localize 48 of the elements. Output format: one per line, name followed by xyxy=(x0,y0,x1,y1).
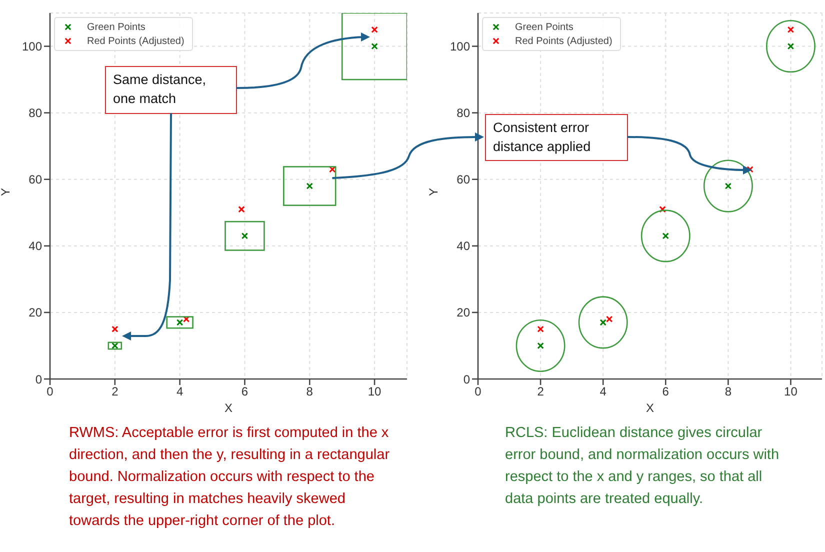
x-axis-title: X xyxy=(646,401,654,415)
y-tick-label: 80 xyxy=(456,106,470,120)
text: RCLS: Euclidean distance gives circular error bound, and normalization occurs with respect to the x and y ranges, so that all data points are treated equally. xyxy=(505,424,780,509)
point xyxy=(371,42,378,50)
y-axis-title: Y xyxy=(426,188,440,196)
point xyxy=(238,206,245,213)
y-tick-label: 100 xyxy=(450,40,470,54)
y-axis-title: Y xyxy=(0,188,12,196)
x-tick-label: 2 xyxy=(537,384,544,399)
x-tick-label: 0 xyxy=(474,384,482,399)
legend-label: Red Points (Adjusted) xyxy=(515,36,612,46)
y-tick-label: 60 xyxy=(28,172,42,187)
x-tick-label: 6 xyxy=(241,384,248,399)
x-tick-label: 8 xyxy=(306,384,314,399)
y-tick-label: 0 xyxy=(463,372,470,386)
x-tick-label: 4 xyxy=(600,384,607,399)
point xyxy=(371,26,378,33)
x-tick-label: 10 xyxy=(784,384,798,399)
y-tick-label: 0 xyxy=(35,372,42,386)
point xyxy=(746,166,754,173)
y-tick-label: 20 xyxy=(28,306,42,320)
legend-label: Green Points xyxy=(515,22,574,32)
point xyxy=(182,316,190,322)
legend-label: Red Points (Adjusted) xyxy=(87,36,184,46)
y-tick-label: 40 xyxy=(28,239,42,254)
point xyxy=(112,326,118,332)
y-tick-label: 100 xyxy=(22,40,42,54)
y-tick-label: 20 xyxy=(456,306,470,320)
x-tick-label: 4 xyxy=(176,384,184,399)
point xyxy=(787,26,794,33)
annotation: Same distance, one match xyxy=(113,71,208,108)
y-tick-label: 40 xyxy=(456,239,470,254)
x-tick-label: 10 xyxy=(368,384,382,399)
annotation: Consistent error distance applied xyxy=(493,119,592,156)
point xyxy=(659,206,666,213)
x-tick-label: 2 xyxy=(112,384,119,399)
x-tick-label: 6 xyxy=(662,384,670,399)
y-tick-label: 80 xyxy=(28,106,42,120)
x-tick-label: 8 xyxy=(724,384,732,399)
point xyxy=(606,316,613,322)
point xyxy=(306,182,313,190)
x-tick-label: 0 xyxy=(46,384,54,399)
legend-label: Green Points xyxy=(87,22,146,32)
y-tick-label: 60 xyxy=(456,172,470,187)
x-axis-title: X xyxy=(224,401,233,415)
point xyxy=(537,326,544,332)
text: RWMS: Acceptable error is first computed in the x direction, and then the y, resulting in a rectangular bound. Normalization occurs with respect to the target, resulting in matches heavily skewed towards the upper-right corner of the plot. xyxy=(69,424,391,531)
point xyxy=(329,166,336,173)
